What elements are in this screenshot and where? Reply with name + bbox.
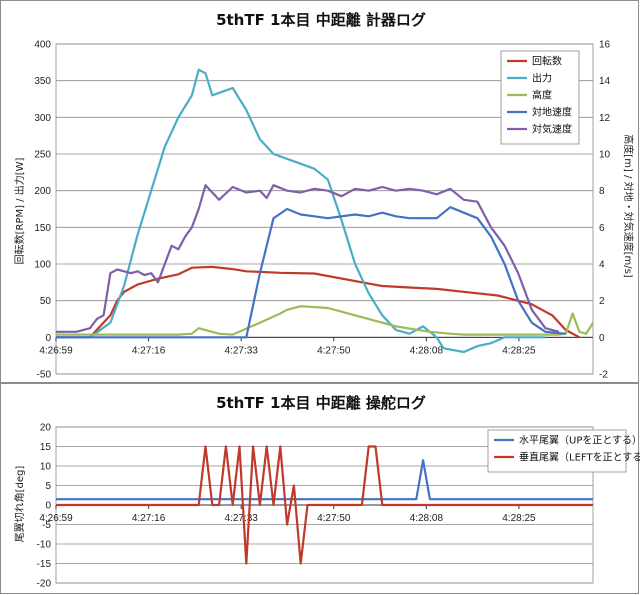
- y-tick-label: 200: [34, 186, 51, 197]
- y-tick-label: 350: [34, 76, 51, 87]
- x-tick-label: 4:28:08: [410, 513, 444, 524]
- y2-tick-label: 12: [599, 113, 611, 124]
- legend: 水平尾翼（UPを正とする） 垂直尾翼（LEFTを正とする）: [487, 429, 640, 473]
- x-tick-label: 4:28:08: [410, 345, 444, 356]
- y2-tick-label: 16: [599, 40, 611, 51]
- y-tick-label: 400: [34, 40, 51, 51]
- legend-label: 出力: [532, 72, 552, 85]
- legend-label: 回転数: [532, 55, 562, 68]
- x-tick-label: 4:27:33: [224, 513, 258, 524]
- series-line-3: [56, 305, 594, 336]
- legend-label: 対気速度: [532, 123, 572, 136]
- legend-label: 水平尾翼（UPを正とする）: [519, 435, 640, 447]
- x-tick-label: 4:28:25: [502, 513, 536, 524]
- y-tick-label: -5: [42, 520, 51, 531]
- legend-label: 対地速度: [532, 106, 572, 119]
- y-tick-label: 150: [34, 223, 51, 234]
- y-tick-label: -20: [37, 579, 52, 590]
- y-tick-label: 300: [34, 113, 51, 124]
- control-chart: 5thTF 1本目 中距離 操舵ログ -20 -15 -10 -5 0 5 10 15 20 4:…: [14, 394, 640, 590]
- x-tick-label: 4:26:59: [39, 513, 73, 524]
- y-tick-label: 5: [45, 481, 51, 492]
- chart-title: 5thTF 1本目 中距離 操舵ログ: [216, 394, 426, 412]
- y-axis-label: 回転数[RPM] / 出力[W]: [13, 157, 26, 264]
- instrument-chart-panel: 5thTF 1本目 中距離 計器ログ -50 0 50 100 150 200 250 300…: [0, 0, 639, 383]
- legend-label: 垂直尾翼（LEFTを正とする）: [519, 451, 640, 464]
- y-tick-label: 0: [45, 501, 51, 512]
- y-tick-label: -15: [37, 559, 52, 570]
- series-line-4: [56, 206, 566, 339]
- y-tick-label: -50: [37, 370, 52, 381]
- y2-tick-label: 8: [599, 186, 605, 197]
- legend-label: 高度: [532, 89, 552, 102]
- series-line-2: [56, 68, 546, 354]
- y-tick-label: 100: [34, 260, 51, 271]
- y2-tick-label: 10: [599, 150, 611, 161]
- y2-tick-label: 14: [599, 76, 611, 87]
- series-line-2: [56, 445, 593, 565]
- x-tick-label: 4:27:50: [317, 513, 351, 524]
- y2-tick-label: 2: [599, 296, 605, 307]
- legend-box: [487, 429, 627, 473]
- control-chart-panel: 5thTF 1本目 中距離 操舵ログ -20 -15 -10 -5 0 5 10 15 20 4:…: [0, 383, 640, 594]
- x-tick-label: 4:26:59: [39, 345, 73, 356]
- y-tick-label: 10: [40, 462, 52, 473]
- y2-tick-label: 4: [599, 260, 605, 271]
- series-line-1: [56, 265, 580, 339]
- y2-tick-label: 6: [599, 223, 605, 234]
- y2-axis-label: 高度[m] / 対地・対気速度[m/s]: [622, 134, 635, 277]
- y2-tick-label: 0: [599, 333, 605, 344]
- y-tick-label: 50: [40, 296, 52, 307]
- series-line-5: [56, 184, 560, 333]
- x-tick-label: 4:27:16: [132, 513, 166, 524]
- y-tick-label: 20: [40, 423, 52, 434]
- y-tick-label: -10: [37, 540, 52, 551]
- x-tick-label: 4:28:25: [502, 345, 536, 356]
- x-tick-label: 4:27:50: [317, 345, 351, 356]
- y-tick-label: 15: [40, 442, 52, 453]
- y-axis-label: 尾翼切れ角[deg]: [14, 466, 26, 543]
- x-tick-label: 4:27:16: [132, 345, 166, 356]
- chart-title: 5thTF 1本目 中距離 計器ログ: [216, 11, 426, 29]
- series-line-1: [56, 459, 593, 501]
- y2-tick-label: -2: [599, 370, 608, 381]
- y-tick-label: 0: [45, 333, 51, 344]
- y-tick-label: 250: [34, 150, 51, 161]
- instrument-chart: 5thTF 1本目 中距離 計器ログ -50050100150200250300…: [13, 11, 635, 381]
- x-tick-label: 4:27:33: [224, 345, 258, 356]
